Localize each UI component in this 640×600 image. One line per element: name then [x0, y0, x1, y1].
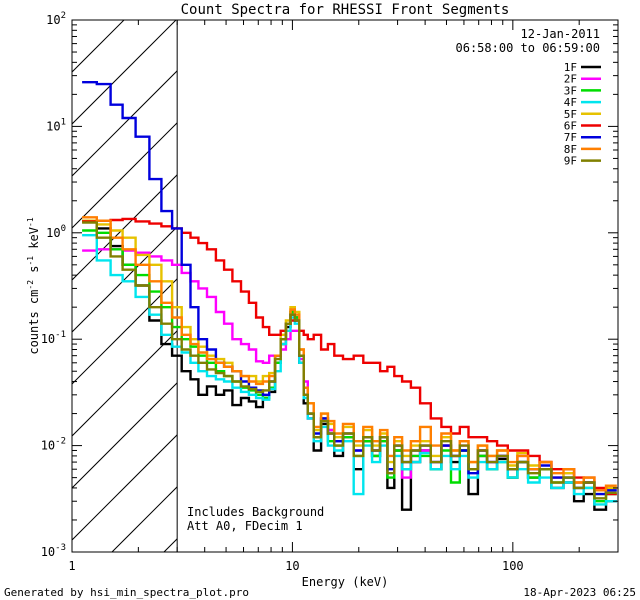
plot-frame — [71, 19, 619, 553]
y-tick-label-base: 10 — [46, 226, 60, 240]
hatch-line — [72, 434, 178, 541]
legend-label-6f: 6F — [564, 120, 577, 133]
legend-label-9f: 9F — [564, 155, 577, 168]
x-tick-label-100: 100 — [502, 559, 524, 573]
x-axis-label: Energy (keV) — [302, 575, 389, 589]
legend-label-4f: 4F — [564, 96, 577, 109]
y-axis-label-main: counts cm — [27, 290, 41, 355]
y-tick-label: 10-3 — [41, 543, 66, 559]
y-tick-label-base: 10 — [46, 119, 60, 133]
y-tick-label-base: 10 — [41, 545, 55, 559]
legend-label-7f: 7F — [564, 131, 577, 144]
y-tick-label-base: 10 — [41, 439, 55, 453]
x-tick-label-10: 10 — [285, 559, 299, 573]
y-tick-label-exponent: -1 — [55, 330, 66, 340]
x-axis: 1 10 100 — [68, 20, 619, 573]
observation-date: 12-Jan-2011 — [521, 27, 600, 41]
hatch-line — [72, 70, 178, 177]
y-tick-label: 101 — [46, 117, 66, 133]
footer-generated-by: Generated by hsi_min_spectra_plot.pro — [4, 586, 249, 599]
y-axis-label: counts cm-2 s-1 keV-1 — [26, 217, 41, 354]
y-axis-label-mid: s — [27, 266, 41, 280]
hatch-line — [72, 226, 178, 333]
series-line-8f — [82, 216, 617, 492]
y-axis-label-sup2: -1 — [26, 256, 35, 266]
annotation-attenuator: Att A0, FDecim 1 — [187, 519, 303, 533]
hatched-region — [72, 20, 178, 552]
y-tick-label-exponent: -2 — [55, 437, 66, 447]
y-tick-label-exponent: 1 — [61, 117, 66, 127]
y-tick-label: 100 — [46, 224, 66, 240]
series-line-9f — [82, 221, 617, 500]
y-tick-label-exponent: 2 — [61, 11, 66, 21]
y-tick-label: 10-1 — [41, 330, 66, 346]
y-tick-label-exponent: 0 — [61, 224, 66, 234]
hatch-line — [72, 278, 178, 385]
hatch-line — [72, 20, 177, 125]
y-axis-label-sup3: -1 — [26, 217, 35, 227]
chart-title: Count Spectra for RHESSI Front Segments — [181, 2, 510, 18]
x-tick-label-1: 1 — [68, 559, 75, 573]
legend-label-8f: 8F — [564, 143, 577, 156]
hatch-line — [72, 382, 178, 489]
legend-label-2f: 2F — [564, 73, 577, 86]
legend-label-1f: 1F — [564, 61, 577, 74]
y-tick-label-base: 10 — [41, 332, 55, 346]
annotation-background: Includes Background — [187, 505, 324, 519]
footer-timestamp: 18-Apr-2023 06:25 — [523, 586, 636, 599]
observation-time-range: 06:58:00 to 06:59:00 — [456, 41, 601, 55]
y-tick-label: 10-2 — [41, 437, 66, 453]
y-axis-label-mid2: keV — [27, 227, 41, 256]
legend-label-5f: 5F — [564, 108, 577, 121]
y-tick-label: 102 — [46, 11, 66, 27]
y-axis-label-sup1: -2 — [26, 280, 35, 290]
legend-label-3f: 3F — [564, 84, 577, 97]
series-group — [82, 81, 617, 511]
series-line-6f — [82, 217, 617, 496]
y-tick-label-exponent: -3 — [55, 543, 66, 553]
y-tick-label-base: 10 — [46, 13, 60, 27]
